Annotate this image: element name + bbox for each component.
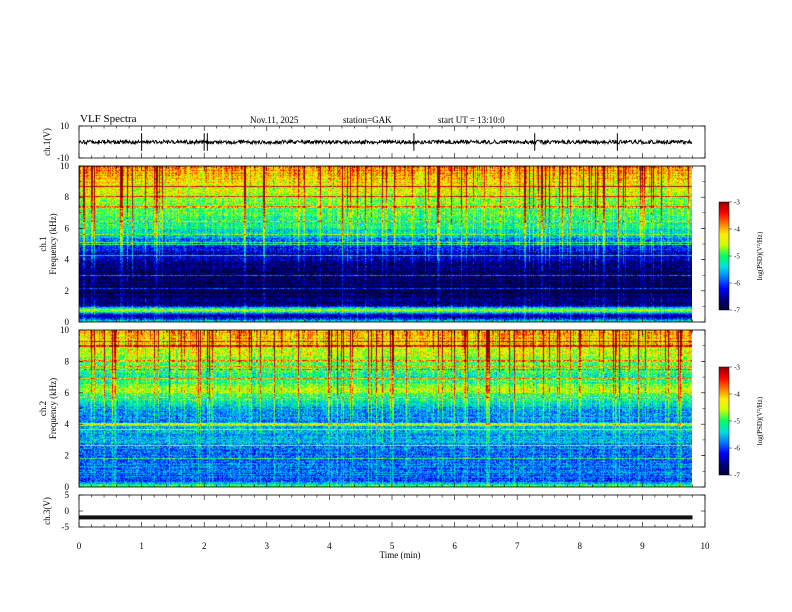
ch1-spectrogram-colorbar-label: log(PSD)(V²/Hz) <box>756 231 764 280</box>
ch3-waveform-ytick-0: 0 <box>65 506 70 516</box>
ch1-spectrogram-ytick-4: 4 <box>65 255 70 265</box>
svg-text:ch.1: ch.1 <box>38 236 48 251</box>
svg-text:Frequency (kHz): Frequency (kHz) <box>48 213 58 274</box>
x-tick-7: 7 <box>515 541 520 551</box>
x-tick-0: 0 <box>77 541 82 551</box>
x-tick-10: 10 <box>701 541 711 551</box>
ch2-spectrogram-image <box>79 330 692 487</box>
x-tick-1: 1 <box>139 541 144 551</box>
ch2-spectrogram-colorbar-tick--4: -4 <box>734 391 740 399</box>
x-axis-label: Time (min) <box>380 550 421 560</box>
start-time-label: start UT = 13:10:0 <box>438 115 505 125</box>
ch1-spectrogram-colorbar <box>718 201 730 311</box>
chart-title: VLF Spectra <box>80 113 137 125</box>
ch3-waveform-line <box>79 515 693 520</box>
x-tick-4: 4 <box>327 541 332 551</box>
ch2-spectrogram-ylabel: ch.2 Frequency (kHz) <box>38 378 58 439</box>
x-tick-8: 8 <box>578 541 583 551</box>
ch2-spectrogram-colorbar-tick--3: -3 <box>734 364 740 372</box>
ch2-spectrogram-ytick-10: 10 <box>60 325 70 335</box>
ch3-waveform-ytick--5: -5 <box>62 522 70 532</box>
ch1-waveform-ytick-10: 10 <box>60 121 70 131</box>
svg-text:ch.2: ch.2 <box>38 401 48 416</box>
ch2-spectrogram-colorbar-tick--5: -5 <box>734 418 740 426</box>
ch3-waveform-ytick-5: 5 <box>65 490 70 500</box>
ch1-spectrogram-colorbar-tick--4: -4 <box>734 226 740 234</box>
ch1-spectrogram-colorbar-tick--5: -5 <box>734 253 740 261</box>
ch2-spectrogram-colorbar <box>718 366 730 476</box>
ch2-spectrogram-ytick-2: 2 <box>65 451 70 461</box>
x-tick-3: 3 <box>265 541 270 551</box>
ch2-spectrogram-colorbar-tick--6: -6 <box>734 445 740 453</box>
station-label: station=GAK <box>343 115 392 125</box>
svg-text:ch.1(V): ch.1(V) <box>42 128 52 156</box>
ch2-spectrogram-ytick-6: 6 <box>65 388 70 398</box>
ch2-spectrogram-ytick-0: 0 <box>65 482 70 492</box>
ch1-waveform-ytick--10: -10 <box>57 153 69 163</box>
ch3-waveform-ylabel: ch.3(V) <box>42 497 52 525</box>
x-tick-5: 5 <box>390 541 395 551</box>
ch2-spectrogram-ytick-4: 4 <box>65 419 70 429</box>
ch1-spectrogram-colorbar-tick--6: -6 <box>734 280 740 288</box>
ch1-spectrogram-ylabel: ch.1 Frequency (kHz) <box>38 213 58 274</box>
svg-text:ch.3(V): ch.3(V) <box>42 497 52 525</box>
x-tick-9: 9 <box>640 541 645 551</box>
ch1-spectrogram-ytick-8: 8 <box>65 192 70 202</box>
ch2-spectrogram-colorbar-label: log(PSD)(V²/Hz) <box>756 396 764 445</box>
x-tick-2: 2 <box>202 541 207 551</box>
ch1-waveform-ylabel: ch.1(V) <box>42 128 52 156</box>
ch1-spectrogram-ytick-2: 2 <box>65 286 70 296</box>
svg-text:Frequency (kHz): Frequency (kHz) <box>48 378 58 439</box>
ch1-spectrogram-image <box>79 166 692 322</box>
ch1-spectrogram-ytick-6: 6 <box>65 223 70 233</box>
ch1-waveform-line <box>78 138 693 146</box>
ch1-spectrogram-colorbar-tick--7: -7 <box>734 307 740 315</box>
date-label: Nov.11, 2025 <box>250 115 299 125</box>
ch1-spectrogram-colorbar-tick--3: -3 <box>734 199 740 207</box>
ch2-spectrogram-ytick-8: 8 <box>65 356 70 366</box>
ch2-spectrogram-colorbar-tick--7: -7 <box>734 472 740 480</box>
ch1-spectrogram-ytick-10: 10 <box>60 161 70 171</box>
x-tick-6: 6 <box>452 541 457 551</box>
ch1-spectrogram-ytick-0: 0 <box>65 317 70 327</box>
